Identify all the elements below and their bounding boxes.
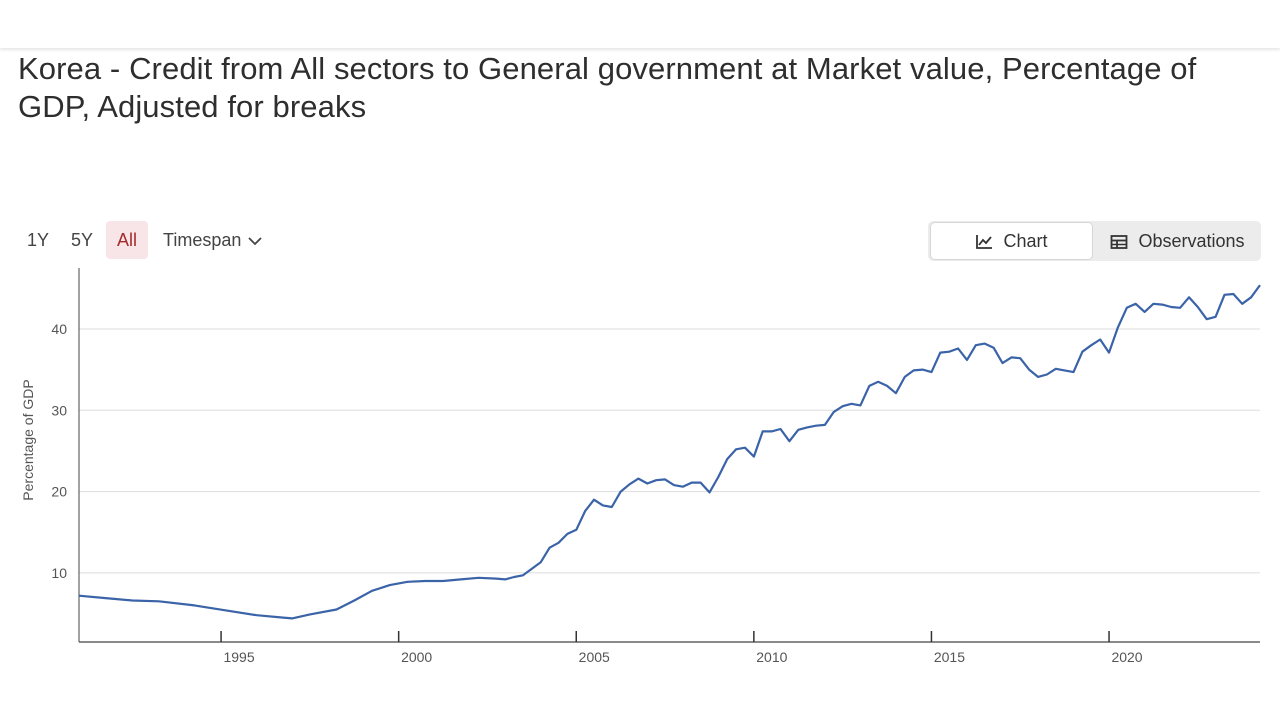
view-toggle: Chart Observations bbox=[928, 221, 1261, 261]
chevron-down-icon bbox=[248, 237, 263, 246]
y-tick-label: 30 bbox=[51, 402, 67, 418]
x-tick-label: 2010 bbox=[756, 649, 787, 665]
range-5y-button[interactable]: 5Y bbox=[70, 230, 94, 250]
top-bar bbox=[0, 0, 1280, 48]
line-chart: 10 20 30 40 1995 2000 2005 2010 2015 2020 Percenta… bbox=[20, 268, 1261, 665]
y-tick-label: 10 bbox=[51, 565, 67, 581]
x-tick-label: 2005 bbox=[579, 649, 610, 665]
line-chart-icon bbox=[976, 235, 993, 250]
chart-view-label: Chart bbox=[1003, 231, 1048, 251]
range-1y-button[interactable]: 1Y bbox=[26, 230, 50, 250]
timespan-dropdown[interactable]: Timespan bbox=[163, 221, 263, 259]
chart-view-button[interactable]: Chart bbox=[931, 223, 1092, 259]
page-title: Korea - Credit from All sectors to Gener… bbox=[18, 51, 1197, 124]
y-axis-title: Percentage of GDP bbox=[20, 379, 36, 500]
x-tick-label: 2015 bbox=[934, 649, 965, 665]
x-tick-label: 2020 bbox=[1111, 649, 1142, 665]
x-tick-label: 1995 bbox=[223, 649, 254, 665]
table-icon bbox=[1111, 235, 1128, 250]
timespan-label: Timespan bbox=[163, 230, 242, 250]
y-tick-label: 20 bbox=[51, 484, 67, 500]
y-tick-label: 40 bbox=[51, 321, 67, 337]
x-tick-label: 2000 bbox=[401, 649, 432, 665]
observations-view-button[interactable]: Observations bbox=[1096, 223, 1259, 259]
series-line bbox=[78, 284, 1261, 620]
range-all-button[interactable]: All bbox=[106, 221, 148, 259]
observations-view-label: Observations bbox=[1138, 231, 1245, 251]
